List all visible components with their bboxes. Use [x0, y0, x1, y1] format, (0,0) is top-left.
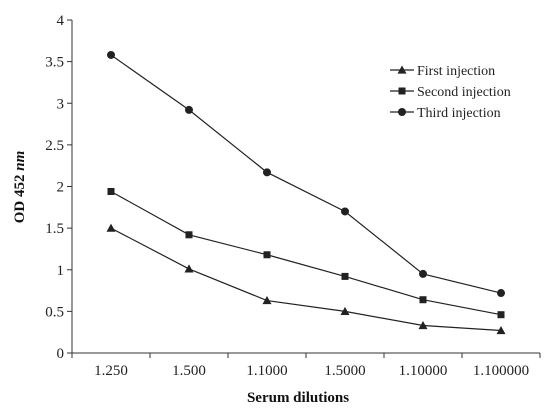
- data-point-circle: [263, 168, 271, 177]
- y-tick-label: 3: [57, 96, 65, 112]
- data-point-circle: [185, 105, 193, 114]
- legend-item: First injection: [390, 64, 495, 79]
- y-tick-label: 2.5: [45, 138, 64, 154]
- legend-label: Third injection: [417, 106, 501, 121]
- y-axis-title-unit: nm: [12, 151, 28, 171]
- series-square: [107, 187, 505, 319]
- series-line: [110, 54, 502, 294]
- y-tick-label: 2: [57, 180, 65, 196]
- legend-label: Second injection: [417, 85, 511, 100]
- data-point-circle: [107, 50, 115, 59]
- data-point-triangle: [496, 326, 506, 335]
- data-point-triangle: [340, 306, 350, 315]
- series-line: [110, 227, 502, 332]
- data-point-square: [341, 272, 349, 280]
- series-triangle: [106, 223, 506, 335]
- data-point-circle: [419, 269, 427, 278]
- x-tick-label: 1.500: [172, 363, 206, 379]
- x-tick-label: 1.100000: [473, 363, 529, 379]
- x-axis-title: Serum dilutions: [247, 390, 349, 406]
- data-point-circle: [341, 207, 349, 216]
- y-axis-ticks: 0 0.5 1 1.5 2 2.5 3 3.5 4: [45, 13, 72, 362]
- series-circle: [107, 50, 505, 298]
- data-point-square: [107, 187, 115, 195]
- data-point-triangle: [184, 264, 194, 273]
- x-tick-label: 1.5000: [324, 363, 365, 379]
- y-tick-label: 1.5: [45, 221, 64, 237]
- data-point-square: [185, 231, 193, 239]
- legend-item: Third injection: [390, 106, 501, 121]
- y-tick-label: 3.5: [45, 55, 64, 71]
- data-point-triangle: [262, 296, 272, 305]
- data-point-triangle: [418, 321, 428, 330]
- y-tick-label: 4: [57, 13, 65, 29]
- x-tick-label: 1.1000: [246, 363, 287, 379]
- y-axis-title: OD 452 nm: [12, 151, 28, 224]
- y-axis-title-main: OD 452: [12, 171, 28, 224]
- y-tick-label: 0: [57, 346, 65, 362]
- legend-item: Second injection: [390, 85, 511, 100]
- data-point-circle: [497, 289, 505, 298]
- legend-marker-square: [398, 87, 406, 95]
- legend-label: First injection: [417, 64, 495, 79]
- y-tick-label: 1: [57, 263, 65, 279]
- series-line: [110, 190, 502, 316]
- legend-marker-triangle: [397, 65, 407, 74]
- data-point-square: [497, 311, 505, 319]
- data-point-triangle: [106, 223, 116, 232]
- legend-marker-circle: [398, 108, 406, 116]
- x-tick-label: 1.250: [94, 363, 128, 379]
- data-point-square: [419, 296, 427, 304]
- data-point-square: [263, 251, 271, 259]
- x-axis-ticks: 1.250 1.500 1.1000 1.5000 1.10000 1.100000: [71, 353, 541, 379]
- y-tick-label: 0.5: [45, 304, 64, 320]
- x-tick-label: 1.10000: [399, 363, 448, 379]
- series-layer: [106, 50, 506, 335]
- legend: First injection Second injection Third inj…: [390, 64, 511, 121]
